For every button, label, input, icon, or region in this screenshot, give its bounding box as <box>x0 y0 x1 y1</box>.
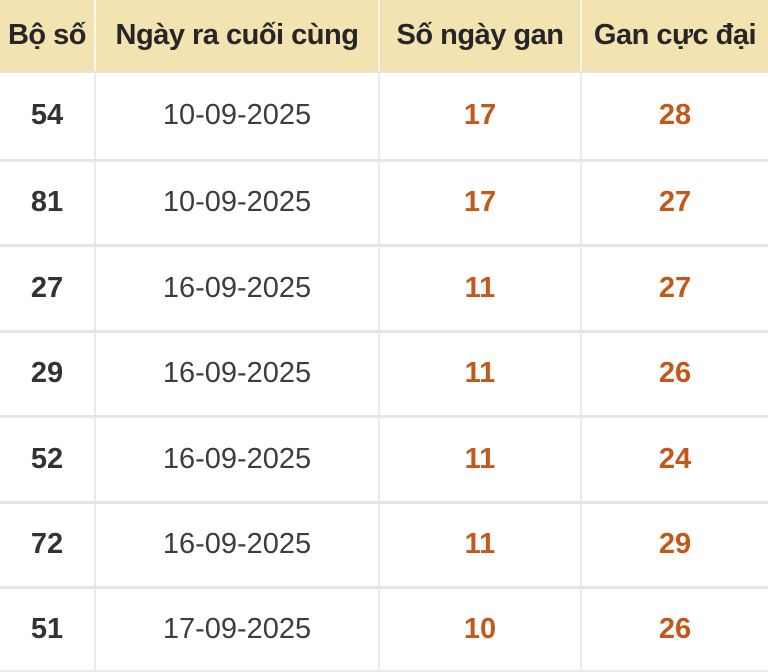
cell-gan-cuc-dai: 28 <box>580 73 768 159</box>
cell-ngay-ra-cuoi-cung: 17-09-2025 <box>94 589 378 670</box>
cell-bo-so: 51 <box>30 612 64 645</box>
table-header-row: Bộ số Ngày ra cuối cùng Số ngày gan Gan … <box>0 0 768 73</box>
cell-so-ngay-gan: 10 <box>378 589 580 670</box>
cell-gan-cuc-dai: 27 <box>580 161 768 244</box>
cell-gan-cuc-dai: 24 <box>580 418 768 501</box>
column-header-ngay-ra-cuoi-cung: Ngày ra cuối cùng <box>94 0 378 71</box>
cell-gan-cuc-dai: 26 <box>580 589 768 670</box>
cell-gan-cuc-dai: 27 <box>580 247 768 330</box>
cell-bo-so: 27 <box>30 271 64 304</box>
cell-so-ngay-gan: 17 <box>378 73 580 159</box>
cell-gan-cuc-dai: 29 <box>580 503 768 586</box>
column-header-so-ngay-gan: Số ngày gan <box>378 0 580 71</box>
table-row: 72 16-09-2025 11 29 <box>0 500 768 586</box>
cell-bo-so: 54 <box>30 99 64 132</box>
cell-bo-so: 72 <box>30 528 64 561</box>
table-row: 54 10-09-2025 17 28 <box>0 73 768 159</box>
cell-ngay-ra-cuoi-cung: 16-09-2025 <box>94 332 378 415</box>
cell-ngay-ra-cuoi-cung: 10-09-2025 <box>94 73 378 159</box>
cell-bo-so: 29 <box>30 357 64 390</box>
table-row: 81 10-09-2025 17 27 <box>0 158 768 244</box>
cell-ngay-ra-cuoi-cung: 16-09-2025 <box>94 247 378 330</box>
cell-so-ngay-gan: 11 <box>378 503 580 586</box>
cell-ngay-ra-cuoi-cung: 10-09-2025 <box>94 161 378 244</box>
table-row: 29 16-09-2025 11 26 <box>0 329 768 415</box>
table-body: 54 10-09-2025 17 28 81 10-09-2025 17 27 … <box>0 73 768 672</box>
cell-ngay-ra-cuoi-cung: 16-09-2025 <box>94 503 378 586</box>
cell-so-ngay-gan: 11 <box>378 418 580 501</box>
table-row: 52 16-09-2025 11 24 <box>0 415 768 501</box>
cell-ngay-ra-cuoi-cung: 16-09-2025 <box>94 418 378 501</box>
column-header-bo-so: Bộ số <box>7 19 87 51</box>
cell-so-ngay-gan: 11 <box>378 247 580 330</box>
cell-bo-so: 52 <box>30 442 64 475</box>
cell-bo-so: 81 <box>30 186 64 219</box>
cell-gan-cuc-dai: 26 <box>580 332 768 415</box>
table-row: 51 17-09-2025 10 26 <box>0 586 768 672</box>
column-header-gan-cuc-dai: Gan cực đại <box>580 0 768 71</box>
cell-so-ngay-gan: 11 <box>378 332 580 415</box>
cell-so-ngay-gan: 17 <box>378 161 580 244</box>
table-row: 27 16-09-2025 11 27 <box>0 244 768 330</box>
